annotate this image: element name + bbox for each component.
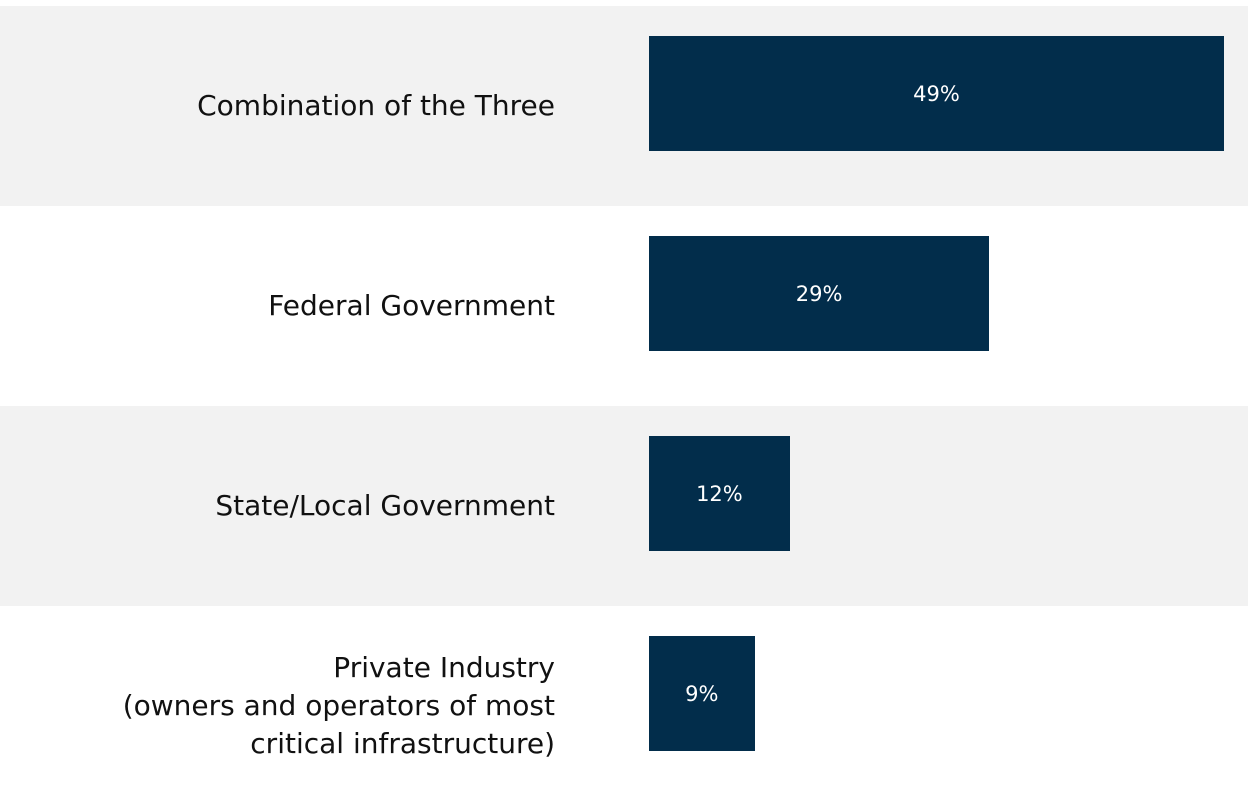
value-label: 29% xyxy=(795,281,843,306)
value-label: 49% xyxy=(913,81,960,106)
bar: 12% xyxy=(649,436,790,551)
value-label: 9% xyxy=(685,681,719,706)
category-label: Combination of the Three xyxy=(197,89,555,122)
category-label: Private Industry (owners and operators o… xyxy=(122,651,555,760)
bar: 29% xyxy=(649,236,990,351)
bar: 49% xyxy=(649,36,1224,151)
row: State/Local Government 12% xyxy=(0,406,1248,606)
row: Combination of the Three 49% xyxy=(0,6,1248,206)
row: Private Industry (owners and operators o… xyxy=(0,606,1248,806)
category-label: Federal Government xyxy=(268,289,555,322)
bar: 9% xyxy=(649,636,755,751)
row: Federal Government 29% xyxy=(0,206,1248,406)
category-label: State/Local Government xyxy=(215,489,555,522)
value-label: 12% xyxy=(696,481,743,506)
page: Combination of the Three 49% Federal Gover… xyxy=(0,6,1248,760)
